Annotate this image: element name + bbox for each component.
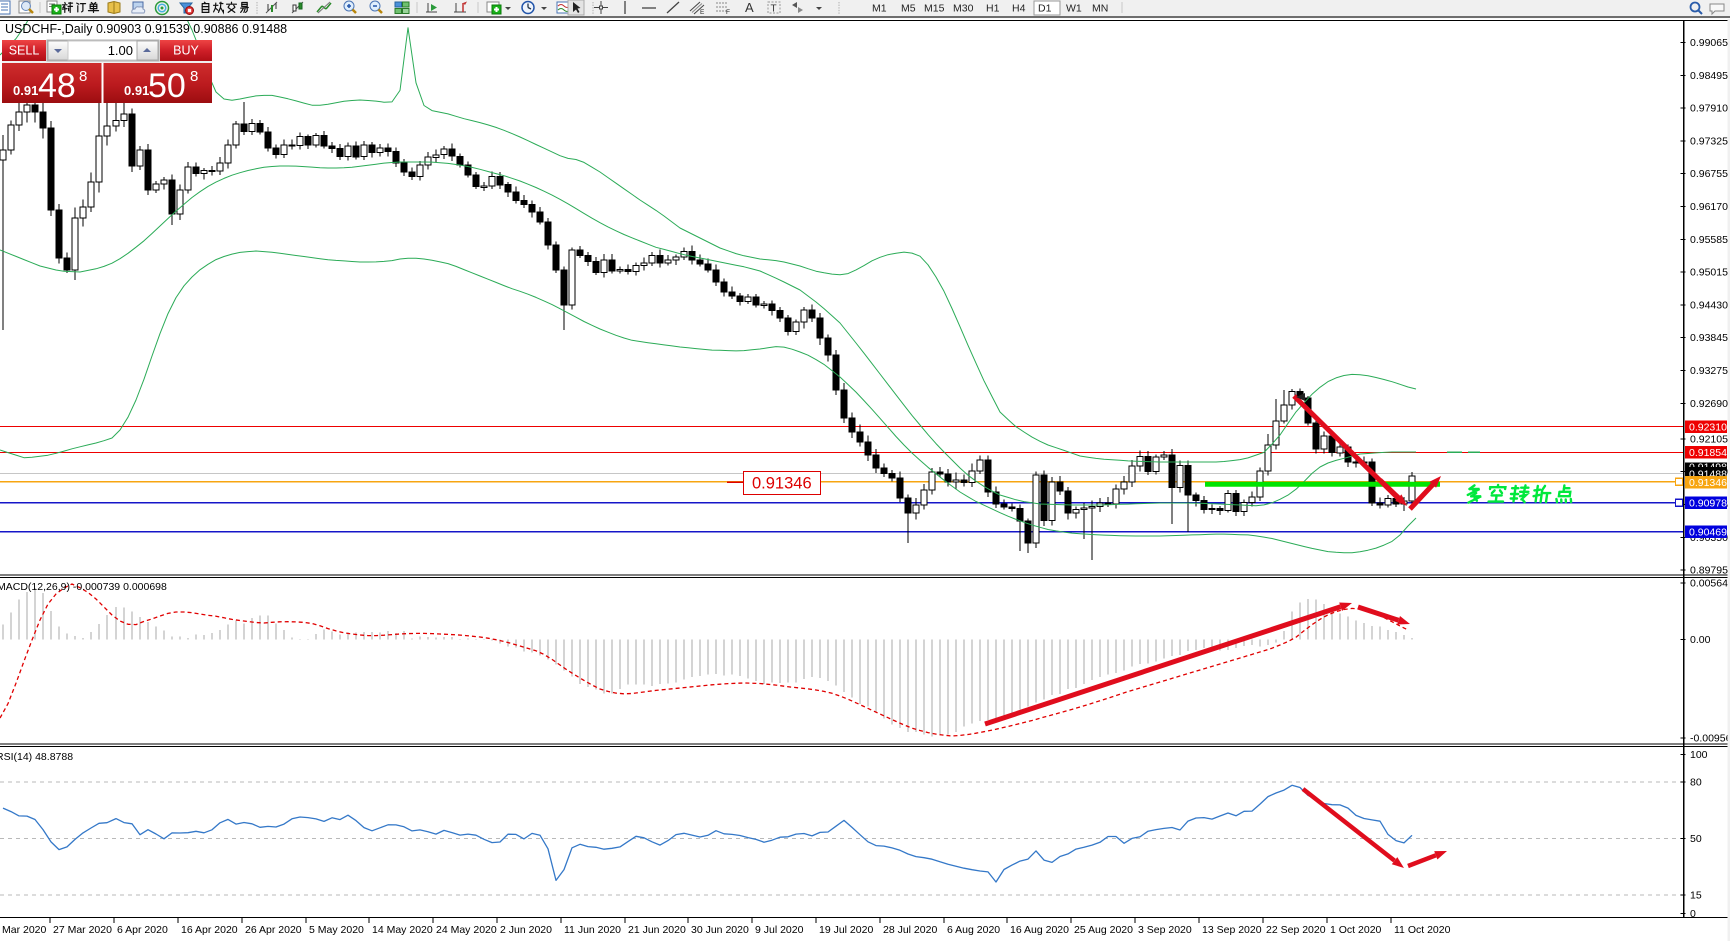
svg-text:1 Oct 2020: 1 Oct 2020 xyxy=(1330,924,1382,936)
svg-text:50: 50 xyxy=(148,67,186,105)
svg-text:48: 48 xyxy=(38,67,76,105)
svg-text:100: 100 xyxy=(1690,749,1708,761)
svg-text:2 Jun 2020: 2 Jun 2020 xyxy=(500,924,552,936)
svg-text:15: 15 xyxy=(1690,890,1702,902)
svg-text:26 Apr 2020: 26 Apr 2020 xyxy=(245,924,302,936)
svg-text:MACD(12,26,9) -0.000739 0.0006: MACD(12,26,9) -0.000739 0.000698 xyxy=(0,581,167,593)
svg-text:M30: M30 xyxy=(953,3,974,15)
svg-text:M15: M15 xyxy=(924,3,945,15)
svg-text:0.92690: 0.92690 xyxy=(1690,398,1728,410)
svg-text:1.00: 1.00 xyxy=(108,43,133,58)
svg-text:22 Sep 2020: 22 Sep 2020 xyxy=(1266,924,1326,936)
svg-text:19 Jul 2020: 19 Jul 2020 xyxy=(819,924,873,936)
svg-text:T: T xyxy=(771,4,777,15)
svg-text:0.92310: 0.92310 xyxy=(1689,422,1727,434)
svg-text:0.99065: 0.99065 xyxy=(1690,37,1728,49)
svg-text:BUY: BUY xyxy=(173,44,199,58)
svg-text:11 Oct 2020: 11 Oct 2020 xyxy=(1394,924,1451,936)
svg-text:0.95585: 0.95585 xyxy=(1690,234,1728,246)
svg-text:E: E xyxy=(700,9,705,16)
svg-text:25 Aug 2020: 25 Aug 2020 xyxy=(1074,924,1133,936)
svg-text:0: 0 xyxy=(1690,908,1696,920)
svg-text:5 May 2020: 5 May 2020 xyxy=(309,924,364,936)
svg-text:0.95015: 0.95015 xyxy=(1690,267,1728,279)
svg-text:0.90469: 0.90469 xyxy=(1689,527,1727,539)
svg-text:0.92105: 0.92105 xyxy=(1690,433,1728,445)
svg-text:11 Jun 2020: 11 Jun 2020 xyxy=(564,924,621,936)
svg-text:0.96755: 0.96755 xyxy=(1690,168,1728,180)
svg-text:0.90978: 0.90978 xyxy=(1689,498,1727,510)
svg-text:0.91346: 0.91346 xyxy=(1689,477,1727,489)
svg-text:16 Aug 2020: 16 Aug 2020 xyxy=(1010,924,1069,936)
svg-text:80: 80 xyxy=(1690,777,1702,789)
svg-text:RSI(14) 48.8788: RSI(14) 48.8788 xyxy=(0,751,73,763)
svg-text:3 Sep 2020: 3 Sep 2020 xyxy=(1138,924,1192,936)
svg-text:8: 8 xyxy=(79,68,87,85)
svg-text:0.91: 0.91 xyxy=(124,83,149,98)
svg-text:SELL: SELL xyxy=(9,44,40,58)
svg-text:0.00: 0.00 xyxy=(1690,634,1711,646)
svg-text:A: A xyxy=(745,0,754,15)
svg-text:0.97910: 0.97910 xyxy=(1690,103,1728,115)
svg-text:Mar 2020: Mar 2020 xyxy=(2,924,47,936)
svg-text:6 Apr 2020: 6 Apr 2020 xyxy=(117,924,168,936)
svg-text:16 Apr 2020: 16 Apr 2020 xyxy=(181,924,238,936)
svg-text:24 May 2020: 24 May 2020 xyxy=(436,924,497,936)
svg-text:0.97325: 0.97325 xyxy=(1690,135,1728,147)
svg-text:USDCHF-,Daily 0.90903 0.91539: USDCHF-,Daily 0.90903 0.91539 0.90886 0.… xyxy=(5,22,287,36)
svg-text:0.93275: 0.93275 xyxy=(1690,365,1728,377)
svg-text:M1: M1 xyxy=(872,3,887,15)
svg-text:13 Sep 2020: 13 Sep 2020 xyxy=(1202,924,1262,936)
svg-text:27 Mar 2020: 27 Mar 2020 xyxy=(53,924,112,936)
svg-text:0.91854: 0.91854 xyxy=(1689,447,1727,459)
svg-text:D1: D1 xyxy=(1038,3,1052,15)
svg-text:0.94430: 0.94430 xyxy=(1690,299,1728,311)
svg-text:MN: MN xyxy=(1092,3,1108,15)
svg-text:6 Aug 2020: 6 Aug 2020 xyxy=(947,924,1000,936)
svg-text:0.98495: 0.98495 xyxy=(1690,70,1728,82)
svg-text:F: F xyxy=(726,9,730,16)
svg-text:0.93845: 0.93845 xyxy=(1690,332,1728,344)
svg-text:0.91346: 0.91346 xyxy=(752,475,812,493)
svg-text:21 Jun 2020: 21 Jun 2020 xyxy=(628,924,686,936)
svg-text:28 Jul 2020: 28 Jul 2020 xyxy=(883,924,937,936)
svg-text:50: 50 xyxy=(1690,833,1702,845)
svg-text:-0.009565: -0.009565 xyxy=(1690,733,1730,745)
svg-text:14 May 2020: 14 May 2020 xyxy=(372,924,433,936)
svg-text:M5: M5 xyxy=(901,3,916,15)
svg-text:0.89795: 0.89795 xyxy=(1690,565,1728,577)
svg-text:8: 8 xyxy=(190,68,198,85)
svg-text:H4: H4 xyxy=(1012,3,1026,15)
svg-text:9 Jul 2020: 9 Jul 2020 xyxy=(755,924,804,936)
svg-text:0.91: 0.91 xyxy=(13,83,38,98)
svg-text:0.96170: 0.96170 xyxy=(1690,201,1728,213)
svg-text:0.00564: 0.00564 xyxy=(1690,578,1728,590)
svg-text:30 Jun 2020: 30 Jun 2020 xyxy=(691,924,749,936)
svg-text:H1: H1 xyxy=(986,3,1000,15)
svg-text:W1: W1 xyxy=(1066,3,1082,15)
